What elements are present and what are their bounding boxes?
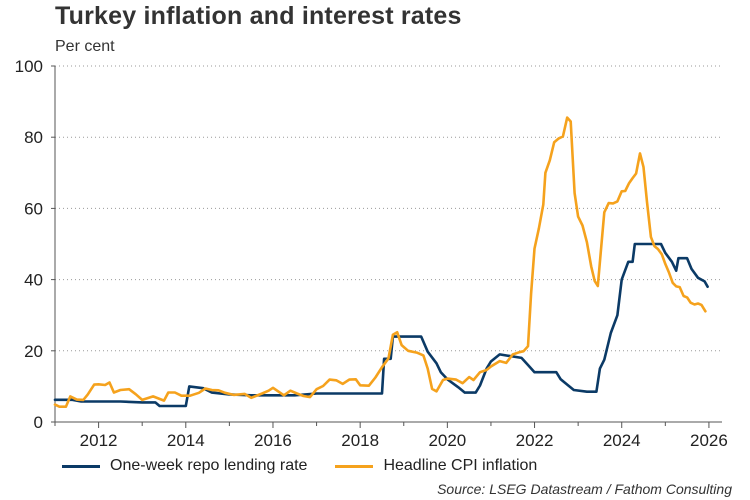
legend-item-cpi-inflation: Headline CPI inflation — [335, 457, 537, 475]
x-tick-label: 2026 — [690, 431, 728, 450]
legend-swatch-repo-rate — [62, 464, 100, 468]
y-tick-label: 0 — [34, 413, 43, 432]
legend-swatch-cpi-inflation — [335, 464, 374, 468]
legend-item-repo-rate: One-week repo lending rate — [62, 457, 307, 475]
x-tick-label: 2012 — [80, 431, 118, 450]
x-tick-label: 2018 — [341, 431, 379, 450]
x-tick-label: 2022 — [516, 431, 554, 450]
x-tick-label: 2014 — [167, 431, 205, 450]
series-line-cpi-inflation — [53, 116, 707, 408]
chart-title: Turkey inflation and interest rates — [55, 2, 462, 30]
legend-label-cpi-inflation: Headline CPI inflation — [383, 457, 538, 474]
gridlines — [55, 65, 722, 352]
y-tick-label: 100 — [15, 57, 43, 76]
legend-label-repo-rate: One-week repo lending rate — [110, 457, 308, 474]
y-axis-unit-label: Per cent — [55, 38, 115, 55]
series-line-repo-rate — [53, 242, 709, 408]
x-tick-label: 2024 — [603, 431, 641, 450]
series-lines — [53, 116, 709, 408]
x-tick-label: 2016 — [254, 431, 292, 450]
legend: One-week repo lending rate Headline CPI … — [62, 457, 565, 475]
y-tick-label: 60 — [24, 199, 43, 218]
x-tick-label: 2020 — [428, 431, 466, 450]
y-tick-label: 20 — [24, 342, 43, 361]
y-tick-label: 80 — [24, 128, 43, 147]
axes: 0 20 40 60 80 100 2012 2014 2016 2018 2020 2022 2024… — [15, 57, 728, 450]
y-tick-label: 40 — [24, 271, 43, 290]
source-note: Source: LSEG Datastream / Fathom Consult… — [437, 481, 732, 497]
